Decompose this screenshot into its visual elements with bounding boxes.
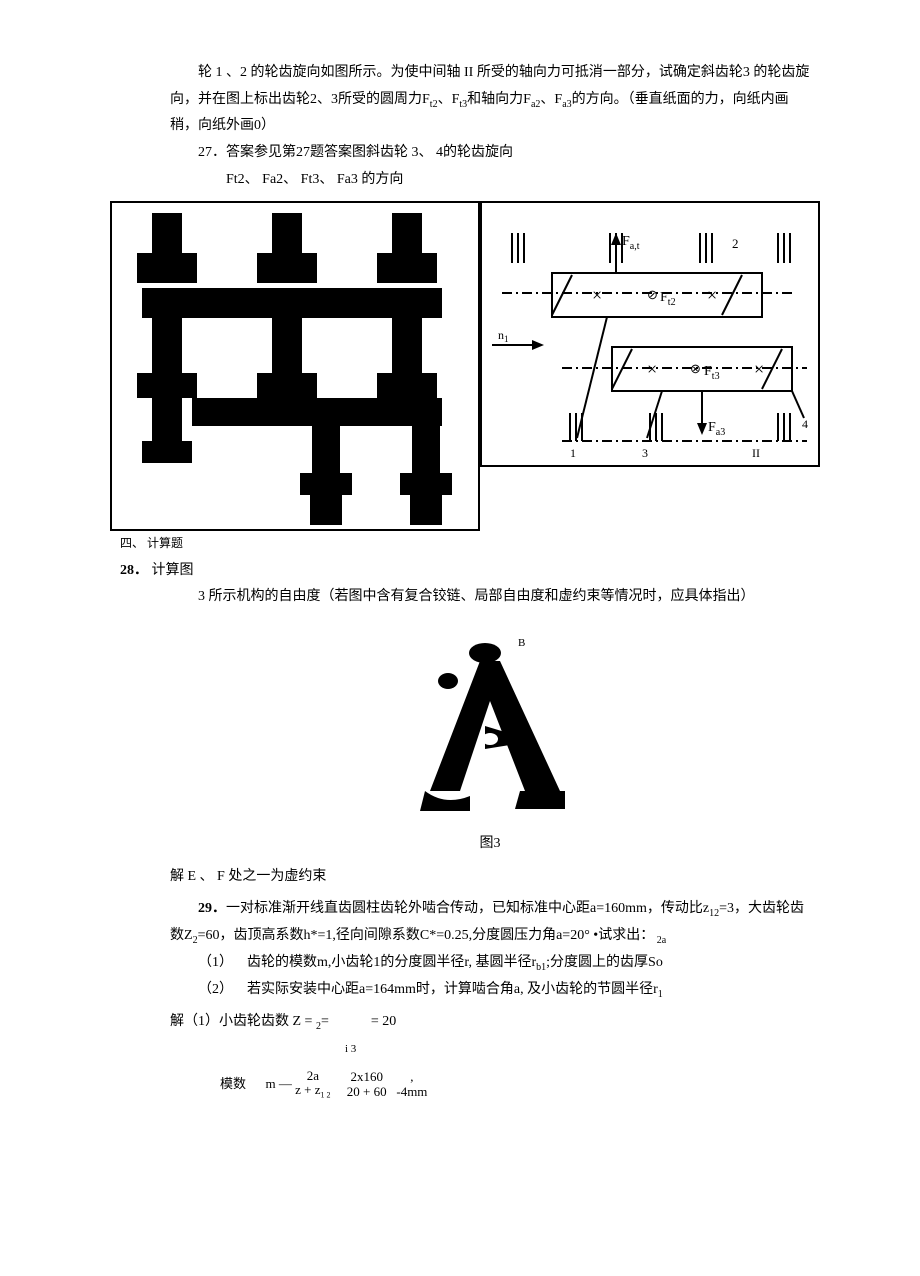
text: =60，齿顶高系数h*=1,径向间隙系数C*=0.25,分度圆压力角a=20° … [198,928,655,943]
num: （2） [198,982,233,997]
solution-1: 解（1）小齿轮齿数 Z = 2= = 20 i 3 [170,1009,810,1062]
label-n1: n1 [498,328,509,344]
text-2a: 2a [654,935,666,946]
text: ;分度圆上的齿厚So [546,955,663,970]
fraction-3: , -4mm [396,1070,427,1099]
figure3-wrap: B C [170,631,810,831]
subscript: 1 [658,988,663,999]
paragraph-27b: Ft2、 Fa2、 Ft3、 Fa3 的方向 [170,167,810,194]
figure-left [110,201,480,531]
fig3-svg: B C [390,631,590,831]
label-ft2: Ft2 [660,290,676,308]
label-ii: II [752,446,760,460]
q28-number: 28． [120,563,148,578]
right-diagram-svg: Fa,t 2 × ⊘ Ft2 × n1 × ⊗ Ft3 × Fa3 1 3 II… [482,203,818,465]
label-1b: 1 [570,446,576,460]
paragraph-27: 27．答案参见第27题答案图斜齿轮 3、 4的轮齿旋向 [170,140,810,167]
text: -4mm [396,1085,427,1099]
text: = [321,1014,329,1029]
q29-number: 29． [198,901,226,916]
frac-top: 2x160 [350,1070,383,1084]
label-fat: Fa,t [622,234,640,252]
text: Ft2、 Fa2、 Ft3、 Fa3 的方向 [226,172,403,187]
text: 、F [438,92,460,107]
calc-section-label: 四、 计算题 [120,536,183,550]
subscript: t2 [430,98,438,109]
text: , [410,1070,413,1084]
paragraph-intro: 轮 1 、2 的轮齿旋向如图所示。为使中间轴 II 所受的轴向力可抵消一部分，试… [170,60,810,140]
figures-row: Fa,t 2 × ⊘ Ft2 × n1 × ⊗ Ft3 × Fa3 1 3 II… [110,201,810,531]
x1: × [592,285,602,305]
figure-right: Fa,t 2 × ⊘ Ft2 × n1 × ⊗ Ft3 × Fa3 1 3 II… [480,201,820,467]
subscript: t3 [459,98,467,109]
caption-28-overlay: 四、 计算题 28． 计算图 [120,531,810,584]
label-3b: 3 [642,446,648,460]
text: 一对标准渐开线直齿圆柱齿轮外啮合传动，已知标准中心距a=160mm，传动比z [226,901,709,916]
text: 解 E 、 F 处之一为虚约束 [170,869,326,884]
label-fa3: Fa3 [708,420,725,438]
subscript: a3 [562,98,571,109]
label-4b: 4 [802,417,808,431]
x4: × [754,359,764,379]
subscript: 12 [709,908,719,919]
item-1: （1） 齿轮的模数m,小齿轮1的分度圆半径r, 基圆半径rb1;分度圆上的齿厚S… [170,950,810,977]
o2: ⊗ [690,361,701,376]
num: （1） [198,955,233,970]
figure-3: B C [390,631,590,831]
text: 齿轮的模数m,小齿轮1的分度圆半径r, 基圆半径r [247,955,536,970]
item-2: （2） 若实际安装中心距a=164mm时，计算啮合角a, 及小齿轮的节圆半径r1 [170,977,810,1004]
frac-bottom: z + z1 2 [295,1083,330,1100]
mod-label: 模数 [220,1076,246,1091]
fraction-1: 2a z + z1 2 [295,1069,330,1101]
frac-bottom: 20 + 60 [347,1085,387,1099]
figure3-label: 图3 [170,831,810,858]
paragraph-29: 29．一对标准渐开线直齿圆柱齿轮外啮合传动，已知标准中心距a=160mm，传动比… [170,896,810,950]
x2: × [707,285,717,305]
text: = 20 [371,1014,396,1029]
text: 、F [540,92,562,107]
text: 解（1）小齿轮齿数 Z = [170,1014,316,1029]
text: 27．答案参见第27题答案图斜齿轮 3、 4的轮齿旋向 [198,145,513,160]
text: 若实际安装中心距a=164mm时，计算啮合角a, 及小齿轮的节圆半径r [247,982,658,997]
frac-top: 2a [307,1069,319,1083]
o1: ⊘ [647,287,658,302]
text: 3 所示机构的自由度（若图中含有复合铰链、局部自由度和虚约束等情况时，应具体指出… [198,589,755,604]
text: i 3 [345,1043,356,1055]
solution-ef: 解 E 、 F 处之一为虚约束 [170,864,810,891]
text: 和轴向力F [467,92,531,107]
q28-text: 计算图 [148,563,194,578]
label-ft3: Ft3 [704,364,720,382]
fraction-2: 2x160 20 + 60 [347,1070,387,1099]
svg-text:B: B [518,637,525,649]
paragraph-28: 3 所示机构的自由度（若图中含有复合铰链、局部自由度和虚约束等情况时，应具体指出… [170,584,810,611]
subscript: a2 [531,98,540,109]
subscript: b1 [536,962,546,973]
svg-text:C: C [506,732,513,744]
text: 图3 [480,836,501,851]
label-2: 2 [732,236,739,251]
left-diagram-svg [112,203,478,529]
x3: × [647,359,657,379]
mod-m: m — [266,1076,292,1091]
modulus-equation: 模数 m — 2a z + z1 2 2x160 20 + 60 , -4mm [220,1069,810,1101]
